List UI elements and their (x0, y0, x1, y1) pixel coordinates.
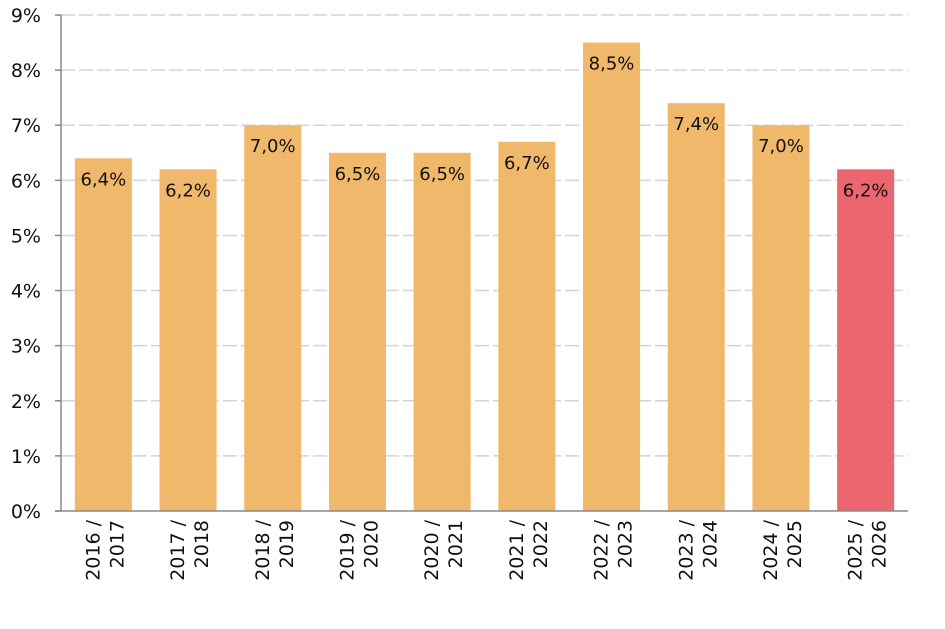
x-tick-label: 2019 /2020 (336, 519, 382, 580)
bar (837, 169, 895, 512)
data-label: 7,0% (250, 136, 296, 157)
bar (159, 169, 217, 512)
data-label: 6,5% (419, 164, 465, 185)
bar (328, 152, 386, 511)
bar (583, 42, 641, 512)
y-tick-label: 9% (11, 5, 41, 27)
y-tick-label: 0% (11, 501, 41, 523)
x-tick-label: 2022 /2023 (591, 519, 637, 580)
bar (413, 152, 471, 511)
y-tick-label: 3% (11, 336, 41, 358)
y-tick-label: 2% (11, 391, 41, 413)
x-tick-label: 2024 /2025 (760, 519, 806, 580)
data-label: 6,4% (80, 169, 126, 190)
y-tick-label: 7% (11, 115, 41, 137)
bar (752, 125, 810, 511)
y-tick-label: 6% (11, 170, 41, 192)
bar (498, 141, 556, 511)
data-label: 7,0% (758, 136, 804, 157)
y-tick-label: 5% (11, 225, 41, 247)
data-label: 6,2% (165, 180, 211, 201)
data-label: 8,5% (589, 54, 635, 75)
x-tick-label: 2025 /2026 (845, 519, 891, 580)
y-tick-label: 1% (11, 446, 41, 468)
x-tick-label: 2021 /2022 (506, 519, 552, 580)
x-tick-label: 2016 /2017 (82, 519, 128, 580)
x-tick-label: 2023 /2024 (675, 519, 721, 580)
bar (244, 125, 302, 511)
x-tick-label: 2020 /2021 (421, 519, 467, 580)
x-tick-label: 2017 /2018 (167, 519, 213, 580)
data-label: 6,7% (504, 153, 550, 174)
y-tick-label: 4% (11, 281, 41, 303)
y-tick-label: 8% (11, 60, 41, 82)
data-label: 7,4% (673, 114, 719, 135)
data-label: 6,2% (843, 180, 889, 201)
data-label: 6,5% (335, 164, 381, 185)
x-tick-label: 2018 /2019 (252, 519, 298, 580)
bar (74, 158, 132, 512)
bar (667, 103, 725, 511)
